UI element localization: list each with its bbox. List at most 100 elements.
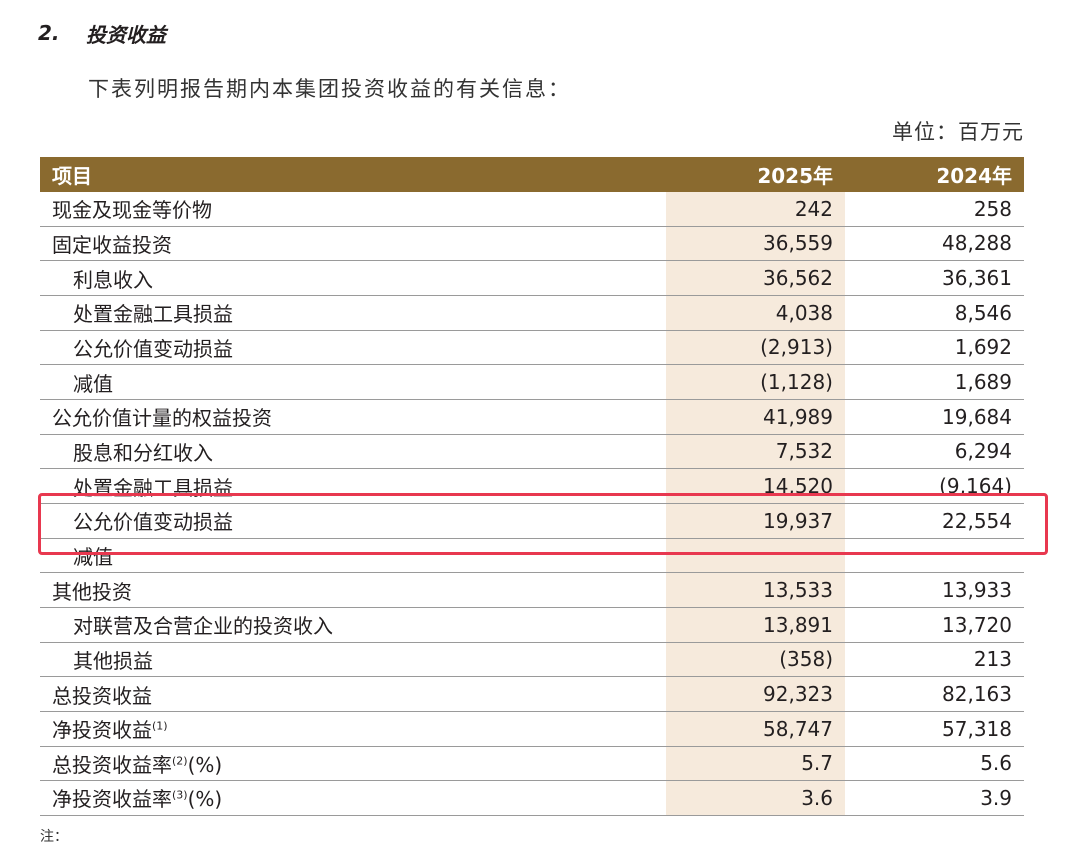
- row-label-text: 处置金融工具损益: [73, 475, 233, 500]
- table-row: 其他投资 13,533 13,933: [40, 573, 1024, 608]
- section-number: 2.: [38, 21, 60, 45]
- row-label-text: 股息和分红收入: [73, 440, 213, 465]
- row-label-text: 公允价值变动损益: [73, 510, 233, 535]
- row-label: 对联营及合营企业的投资收入: [40, 610, 666, 639]
- header-2025: 2025年: [757, 164, 833, 188]
- value-2025: 13,891: [763, 612, 833, 637]
- unit-label: 单位：百万元: [892, 120, 1024, 144]
- row-label: 总投资收益率(2)(%): [40, 749, 666, 778]
- row-label-text: 其他损益: [73, 648, 153, 673]
- table-row: 利息收入 36,562 36,361: [40, 261, 1024, 296]
- value-2025: 7,532: [775, 439, 833, 464]
- row-label-text: 公允价值计量的权益投资: [52, 406, 272, 431]
- investment-income-table: 项目 2025年 2024年 现金及现金等价物 242 258 固定收益投资 36,55…: [40, 157, 1024, 816]
- row-label: 股息和分红收入: [40, 437, 666, 466]
- value-2024: 13,933: [942, 578, 1012, 603]
- table-row: 减值 (1,128) 1,689: [40, 365, 1024, 400]
- value-2025: 92,323: [763, 682, 833, 707]
- value-2025: 13,533: [763, 578, 833, 603]
- value-2024: 22,554: [942, 508, 1012, 533]
- value-2024: 6,294: [954, 439, 1012, 464]
- table-row: 处置金融工具损益 4,038 8,546: [40, 296, 1024, 331]
- value-2025: 58,747: [763, 716, 833, 741]
- table-row: 净投资收益(1) 58,747 57,318: [40, 712, 1024, 747]
- value-2025: 5.7: [801, 751, 833, 776]
- table-row: 公允价值变动损益 (2,913) 1,692: [40, 331, 1024, 366]
- row-label: 其他损益: [40, 645, 666, 674]
- value-2025: 36,562: [763, 266, 833, 291]
- value-2024: 48,288: [942, 231, 1012, 256]
- value-2025: (1,128): [760, 370, 833, 395]
- section-heading: 2. 投资收益: [38, 16, 166, 50]
- footnote-marker: (3): [172, 788, 188, 802]
- value-2024: 36,361: [942, 266, 1012, 291]
- row-label: 减值: [40, 368, 666, 397]
- row-label: 利息收入: [40, 264, 666, 293]
- row-label-text: 减值: [73, 544, 113, 569]
- row-label: 净投资收益(1): [40, 714, 666, 743]
- row-label: 处置金融工具损益: [40, 298, 666, 327]
- table-row: 股息和分红收入 7,532 6,294: [40, 435, 1024, 470]
- row-label-text: 净投资收益: [52, 718, 152, 743]
- row-label: 减值: [40, 541, 666, 570]
- row-label: 净投资收益率(3)(%): [40, 783, 666, 812]
- section-title: 投资收益: [86, 22, 166, 47]
- row-label-text: 现金及现金等价物: [52, 198, 212, 223]
- value-2025: 14,520: [763, 474, 833, 499]
- table-row: 对联营及合营企业的投资收入 13,891 13,720: [40, 608, 1024, 643]
- table-row: 处置金融工具损益 14,520 (9,164): [40, 469, 1024, 504]
- row-label: 公允价值计量的权益投资: [40, 402, 666, 431]
- value-2024: 1,689: [954, 370, 1012, 395]
- value-2024: 1,692: [954, 335, 1012, 360]
- table-row: 现金及现金等价物 242 258: [40, 192, 1024, 227]
- table-row: 减值: [40, 539, 1024, 574]
- table-header-row: 项目 2025年 2024年: [40, 157, 1024, 192]
- row-label: 公允价值变动损益: [40, 506, 666, 535]
- row-label-text: 利息收入: [73, 267, 153, 292]
- value-2024: 13,720: [942, 612, 1012, 637]
- row-label-text: 净投资收益率: [52, 787, 172, 812]
- table-row: 固定收益投资 36,559 48,288: [40, 227, 1024, 262]
- footnote-marker: (1): [152, 719, 168, 733]
- value-2024: 258: [973, 196, 1012, 221]
- row-label: 其他投资: [40, 576, 666, 605]
- value-2024: 3.9: [980, 785, 1012, 810]
- current-year-column-shading: [666, 192, 845, 816]
- row-label-text: 其他投资: [52, 579, 132, 604]
- value-2024: 57,318: [942, 716, 1012, 741]
- value-2024: 82,163: [942, 682, 1012, 707]
- table-row: 其他损益 (358) 213: [40, 643, 1024, 678]
- row-label-text: 减值: [73, 371, 113, 396]
- value-2024: (9,164): [939, 474, 1012, 499]
- footnote-marker: (2): [172, 754, 188, 768]
- value-2025: 242: [794, 196, 833, 221]
- header-2024: 2024年: [936, 164, 1012, 188]
- unit-suffix: (%): [187, 752, 223, 777]
- value-2025: 36,559: [763, 231, 833, 256]
- table-row: 净投资收益率(3)(%) 3.6 3.9: [40, 781, 1024, 816]
- table-row: 公允价值计量的权益投资 41,989 19,684: [40, 400, 1024, 435]
- row-label-text: 公允价值变动损益: [73, 336, 233, 361]
- value-2025: 3.6: [801, 785, 833, 810]
- row-label-text: 总投资收益: [52, 683, 152, 708]
- value-2025: 19,937: [763, 508, 833, 533]
- table-row: 总投资收益 92,323 82,163: [40, 677, 1024, 712]
- value-2025: 4,038: [775, 300, 833, 325]
- value-2024: 8,546: [954, 300, 1012, 325]
- row-label: 处置金融工具损益: [40, 472, 666, 501]
- row-label-text: 固定收益投资: [52, 232, 172, 257]
- value-2025: (358): [779, 647, 833, 672]
- intro-text: 下表列明报告期内本集团投资收益的有关信息：: [88, 77, 571, 101]
- row-label-text: 对联营及合营企业的投资收入: [73, 614, 333, 639]
- value-2024: 19,684: [942, 404, 1012, 429]
- header-item: 项目: [52, 164, 92, 188]
- table-row: 公允价值变动损益 19,937 22,554: [40, 504, 1024, 539]
- table-row: 总投资收益率(2)(%) 5.7 5.6: [40, 747, 1024, 782]
- footnote-label: 注：: [40, 829, 68, 845]
- row-label: 固定收益投资: [40, 229, 666, 258]
- unit-suffix: (%): [187, 787, 223, 812]
- row-label-text: 处置金融工具损益: [73, 302, 233, 327]
- value-2024: 5.6: [980, 751, 1012, 776]
- value-2024: 213: [973, 647, 1012, 672]
- table-body: 现金及现金等价物 242 258 固定收益投资 36,559 48,288 利息收入 36,5…: [40, 192, 1024, 816]
